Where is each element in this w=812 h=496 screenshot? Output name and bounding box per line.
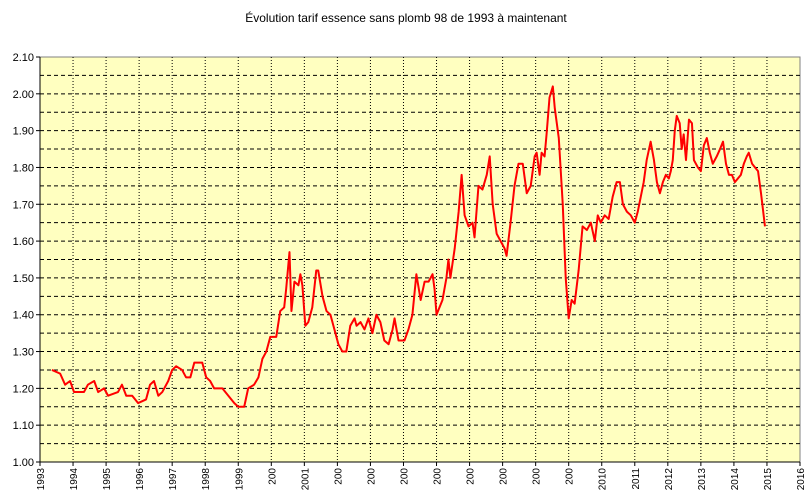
y-tick-label: 1.90: [13, 126, 34, 138]
x-tick-label: 200: [333, 468, 344, 485]
y-tick-label: 1.40: [13, 310, 34, 322]
x-tick-label: 200: [565, 468, 576, 485]
y-tick-label: 1.30: [13, 347, 34, 359]
x-tick-label: 200: [267, 468, 278, 485]
x-tick-label: 1997: [168, 468, 179, 491]
x-tick-label: 1993: [36, 468, 47, 491]
x-tick-label: 2012: [664, 468, 675, 491]
x-tick-label: 2011: [631, 468, 642, 490]
x-tick-label: 2013: [697, 468, 708, 491]
x-tick-label: 2014: [730, 468, 741, 491]
y-tick-label: 1.00: [13, 457, 34, 469]
x-tick-label: 1998: [201, 468, 212, 491]
x-tick-label: 200: [399, 468, 410, 485]
x-tick-label: 2010: [598, 468, 609, 491]
y-tick-label: 1.80: [13, 162, 34, 174]
y-tick-label: 2.00: [13, 89, 34, 101]
x-tick-label: 2016: [796, 468, 807, 491]
x-tick-label: 1994: [69, 468, 80, 491]
x-tick-label: 2015: [763, 468, 774, 491]
x-tick-label: 200: [532, 468, 543, 485]
y-tick-label: 1.10: [13, 420, 34, 432]
chart-title: Évolution tarif essence sans plomb 98 de…: [245, 10, 567, 25]
y-tick-label: 1.50: [13, 273, 34, 285]
x-tick-label: 2001: [300, 468, 311, 491]
x-tick-label: 1995: [102, 468, 113, 491]
line: [51, 85, 766, 408]
y-tick-label: 1.60: [13, 236, 34, 248]
x-tick-label: 1999: [234, 468, 245, 491]
x-tick-label: 200: [433, 468, 444, 485]
y-tick-label: 1.70: [13, 199, 34, 211]
x-tick-label: 1996: [135, 468, 146, 491]
y-tick-label: 1.20: [13, 383, 34, 395]
y-tick-label: 2.10: [13, 52, 34, 64]
x-tick-label: 200: [466, 468, 477, 485]
x-tick-label: 200: [499, 468, 510, 485]
x-tick-label: 200: [366, 468, 377, 485]
